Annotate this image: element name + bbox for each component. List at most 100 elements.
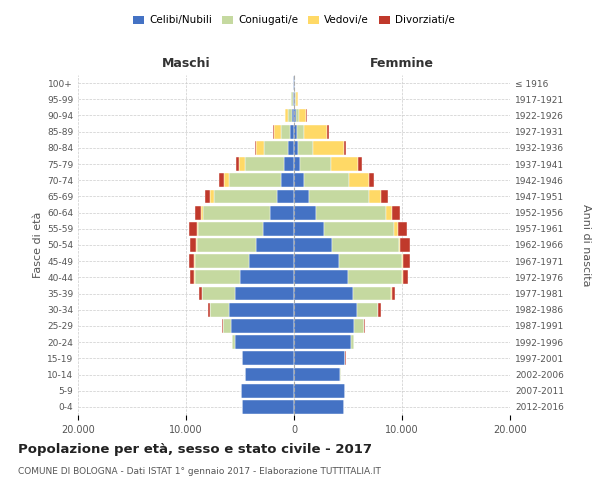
Bar: [400, 238, 410, 252]
Bar: [403, 270, 408, 284]
Bar: [292, 92, 293, 106]
Bar: [254, 141, 256, 154]
Bar: [332, 238, 399, 252]
Bar: [294, 141, 298, 154]
Bar: [229, 174, 281, 187]
Bar: [294, 254, 340, 268]
Bar: [296, 108, 299, 122]
Bar: [198, 222, 263, 235]
Bar: [294, 336, 351, 349]
Bar: [245, 157, 284, 171]
Bar: [242, 352, 294, 365]
Bar: [263, 222, 294, 235]
Bar: [301, 157, 331, 171]
Bar: [232, 319, 294, 333]
Bar: [382, 190, 388, 203]
Bar: [222, 319, 223, 333]
Bar: [242, 400, 294, 414]
Bar: [364, 319, 365, 333]
Bar: [240, 270, 294, 284]
Bar: [394, 222, 398, 235]
Bar: [220, 174, 224, 187]
Bar: [277, 190, 294, 203]
Bar: [356, 303, 378, 316]
Bar: [270, 206, 294, 220]
Bar: [353, 286, 391, 300]
Bar: [297, 125, 304, 138]
Bar: [313, 141, 344, 154]
Bar: [309, 190, 368, 203]
Bar: [287, 108, 292, 122]
Legend: Celibi/Nubili, Coniugati/e, Vedovi/e, Divorziati/e: Celibi/Nubili, Coniugati/e, Vedovi/e, Di…: [130, 12, 458, 28]
Bar: [392, 286, 395, 300]
Bar: [194, 270, 240, 284]
Bar: [355, 319, 364, 333]
Bar: [345, 352, 346, 365]
Bar: [205, 190, 210, 203]
Bar: [398, 222, 407, 235]
Text: Popolazione per età, sesso e stato civile - 2017: Popolazione per età, sesso e stato civil…: [18, 442, 372, 456]
Bar: [214, 190, 277, 203]
Bar: [293, 92, 294, 106]
Bar: [379, 303, 380, 316]
Bar: [286, 108, 287, 122]
Bar: [340, 254, 402, 268]
Bar: [344, 141, 346, 154]
Bar: [295, 92, 296, 106]
Bar: [298, 141, 313, 154]
Text: COMUNE DI BOLOGNA - Dati ISTAT 1° gennaio 2017 - Elaborazione TUTTITALIA.IT: COMUNE DI BOLOGNA - Dati ISTAT 1° gennai…: [18, 468, 381, 476]
Bar: [294, 270, 348, 284]
Bar: [197, 238, 256, 252]
Bar: [281, 125, 290, 138]
Bar: [368, 174, 374, 187]
Bar: [197, 222, 198, 235]
Bar: [331, 157, 358, 171]
Bar: [349, 174, 368, 187]
Bar: [241, 384, 294, 398]
Bar: [294, 157, 301, 171]
Bar: [294, 319, 355, 333]
Bar: [294, 303, 356, 316]
Bar: [223, 319, 232, 333]
Bar: [392, 206, 400, 220]
Bar: [402, 254, 403, 268]
Bar: [236, 157, 239, 171]
Bar: [290, 125, 294, 138]
Bar: [264, 141, 287, 154]
Bar: [358, 157, 362, 171]
Bar: [294, 92, 295, 106]
Bar: [296, 92, 298, 106]
Bar: [351, 336, 354, 349]
Bar: [210, 303, 229, 316]
Bar: [189, 254, 194, 268]
Y-axis label: Anni di nascita: Anni di nascita: [581, 204, 591, 286]
Bar: [199, 286, 202, 300]
Bar: [294, 384, 345, 398]
Bar: [224, 174, 229, 187]
Bar: [403, 254, 410, 268]
Bar: [316, 206, 386, 220]
Bar: [201, 206, 203, 220]
Bar: [208, 303, 210, 316]
Y-axis label: Fasce di età: Fasce di età: [33, 212, 43, 278]
Bar: [386, 206, 392, 220]
Bar: [294, 286, 353, 300]
Text: Femmine: Femmine: [370, 57, 434, 70]
Bar: [294, 352, 345, 365]
Bar: [203, 206, 270, 220]
Bar: [294, 108, 296, 122]
Bar: [245, 368, 294, 382]
Bar: [273, 125, 274, 138]
Bar: [294, 174, 304, 187]
Bar: [210, 190, 214, 203]
Bar: [348, 270, 402, 284]
Bar: [235, 286, 294, 300]
Bar: [294, 206, 316, 220]
Bar: [256, 238, 294, 252]
Bar: [284, 157, 294, 171]
Bar: [294, 400, 344, 414]
Bar: [190, 270, 194, 284]
Bar: [294, 190, 309, 203]
Bar: [194, 206, 201, 220]
Text: Maschi: Maschi: [161, 57, 211, 70]
